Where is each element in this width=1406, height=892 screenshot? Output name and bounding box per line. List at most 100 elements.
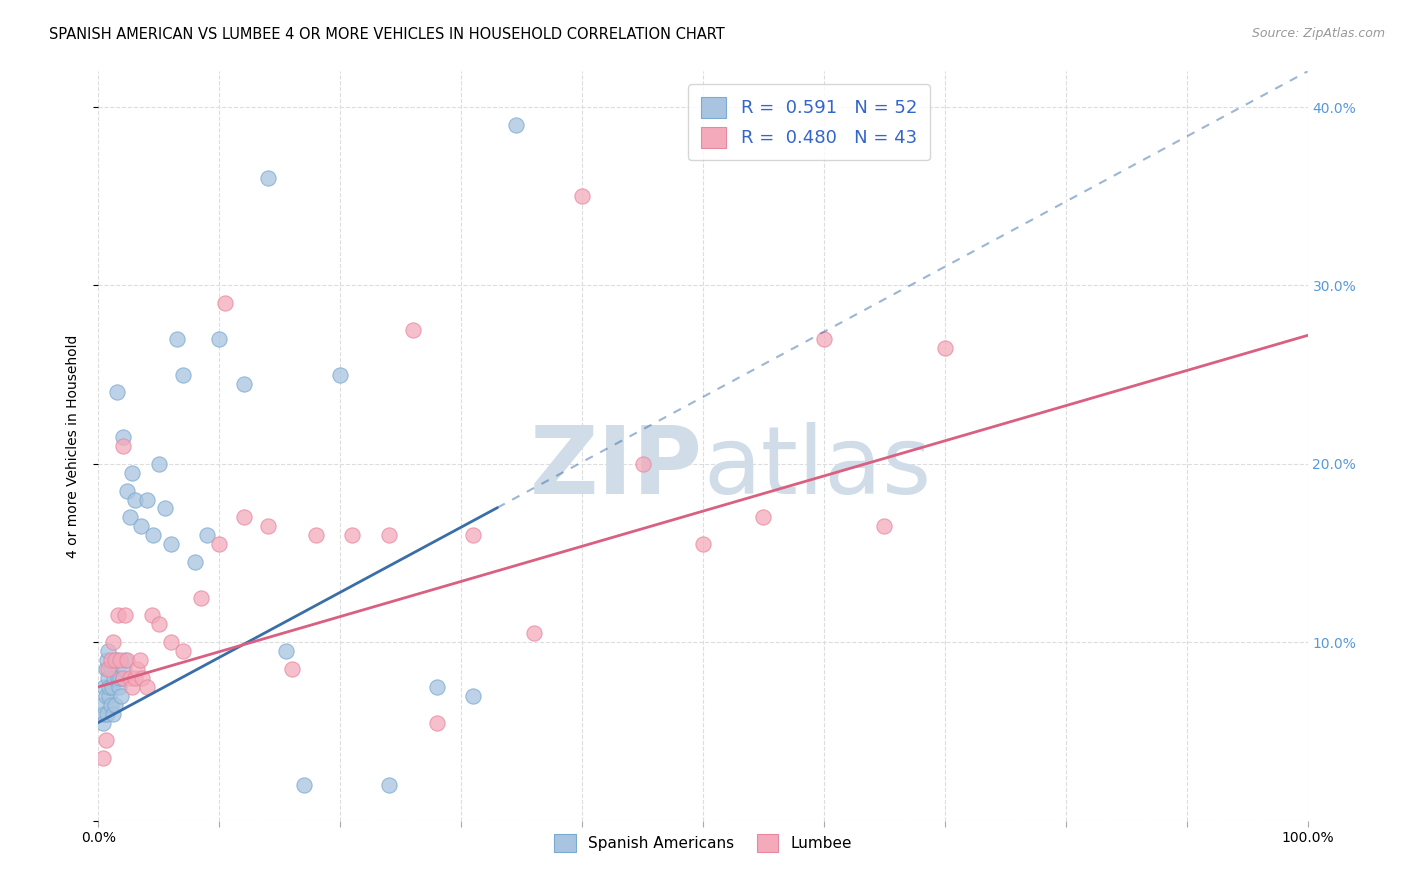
Point xyxy=(571,189,593,203)
Point xyxy=(94,733,117,747)
Point xyxy=(208,537,231,551)
Point xyxy=(100,653,122,667)
Point xyxy=(108,671,131,685)
Point xyxy=(342,528,364,542)
Point xyxy=(377,528,399,542)
Point xyxy=(117,653,139,667)
Point xyxy=(100,662,122,676)
Point xyxy=(108,653,131,667)
Text: Source: ZipAtlas.com: Source: ZipAtlas.com xyxy=(1251,27,1385,40)
Point xyxy=(127,662,149,676)
Point xyxy=(107,608,129,623)
Legend: Spanish Americans, Lumbee: Spanish Americans, Lumbee xyxy=(548,828,858,858)
Point xyxy=(292,778,315,792)
Point xyxy=(118,510,141,524)
Point xyxy=(110,689,132,703)
Point xyxy=(111,430,134,444)
Text: SPANISH AMERICAN VS LUMBEE 4 OR MORE VEHICLES IN HOUSEHOLD CORRELATION CHART: SPANISH AMERICAN VS LUMBEE 4 OR MORE VEH… xyxy=(49,27,725,42)
Point xyxy=(934,341,956,355)
Point xyxy=(160,537,183,551)
Point xyxy=(813,332,835,346)
Point xyxy=(873,519,896,533)
Point xyxy=(166,332,188,346)
Point xyxy=(135,680,157,694)
Point xyxy=(281,662,304,676)
Point xyxy=(463,689,485,703)
Point xyxy=(111,671,134,685)
Point xyxy=(104,653,127,667)
Point xyxy=(108,680,131,694)
Point xyxy=(97,671,120,685)
Point xyxy=(184,555,207,569)
Text: ZIP: ZIP xyxy=(530,423,703,515)
Point xyxy=(752,510,775,524)
Point xyxy=(305,528,328,542)
Point xyxy=(105,385,128,400)
Point xyxy=(117,483,139,498)
Point xyxy=(190,591,212,605)
Point xyxy=(114,608,136,623)
Point xyxy=(111,671,134,685)
Point xyxy=(195,528,218,542)
Point xyxy=(100,698,122,712)
Point xyxy=(377,778,399,792)
Point xyxy=(523,626,546,640)
Point xyxy=(463,528,485,542)
Point xyxy=(103,671,125,685)
Point xyxy=(118,671,141,685)
Point xyxy=(214,296,236,310)
Point xyxy=(96,706,118,721)
Point xyxy=(112,662,135,676)
Point xyxy=(98,689,121,703)
Point xyxy=(121,680,143,694)
Point xyxy=(100,680,122,694)
Point xyxy=(104,698,127,712)
Point xyxy=(329,368,352,382)
Point xyxy=(97,644,120,658)
Point xyxy=(107,671,129,685)
Point xyxy=(93,706,115,721)
Point xyxy=(111,439,134,453)
Point xyxy=(94,689,117,703)
Point xyxy=(98,680,121,694)
Point xyxy=(692,537,714,551)
Point xyxy=(153,501,176,516)
Point xyxy=(94,662,117,676)
Point xyxy=(91,698,114,712)
Point xyxy=(131,671,153,685)
Point xyxy=(148,617,170,632)
Point xyxy=(124,671,146,685)
Point xyxy=(97,662,120,676)
Point xyxy=(114,653,136,667)
Point xyxy=(232,510,254,524)
Text: atlas: atlas xyxy=(703,423,931,515)
Point xyxy=(129,519,152,533)
Point xyxy=(256,519,278,533)
Point xyxy=(121,466,143,480)
Point xyxy=(631,457,654,471)
Point xyxy=(128,653,150,667)
Point xyxy=(96,653,118,667)
Point xyxy=(135,492,157,507)
Point xyxy=(142,528,165,542)
Point xyxy=(101,706,124,721)
Point xyxy=(93,680,115,694)
Point xyxy=(172,644,194,658)
Point xyxy=(101,635,124,649)
Point xyxy=(402,323,425,337)
Point xyxy=(160,635,183,649)
Point xyxy=(91,751,114,765)
Point xyxy=(148,457,170,471)
Point xyxy=(124,492,146,507)
Point xyxy=(105,653,128,667)
Point xyxy=(232,376,254,391)
Point xyxy=(208,332,231,346)
Point xyxy=(505,118,527,132)
Point xyxy=(426,680,449,694)
Point xyxy=(274,644,297,658)
Point xyxy=(172,368,194,382)
Point xyxy=(426,715,449,730)
Point xyxy=(256,171,278,186)
Point xyxy=(91,715,114,730)
Point xyxy=(141,608,163,623)
